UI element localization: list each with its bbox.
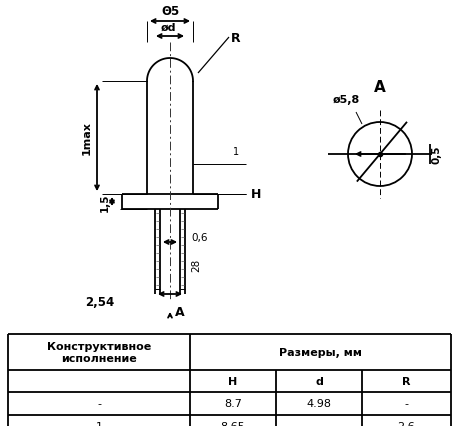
Text: 0,6: 0,6 <box>191 233 207 242</box>
Text: 1,5: 1,5 <box>100 193 110 211</box>
Text: 0,5: 0,5 <box>432 145 442 164</box>
Text: R: R <box>231 32 241 44</box>
Text: A: A <box>374 81 386 95</box>
Text: H: H <box>251 188 261 201</box>
Text: H: H <box>229 376 238 386</box>
Text: 2.6: 2.6 <box>397 421 415 426</box>
Text: 4.98: 4.98 <box>307 399 331 409</box>
Text: -: - <box>317 421 321 426</box>
Text: ød: ød <box>160 23 176 33</box>
Text: Размеры, мм: Размеры, мм <box>279 347 362 357</box>
Text: 1: 1 <box>233 147 239 157</box>
Text: 8.65: 8.65 <box>221 421 246 426</box>
Text: 1: 1 <box>95 421 102 426</box>
Text: A: A <box>175 306 185 319</box>
Text: -: - <box>404 399 409 409</box>
Text: -: - <box>97 399 101 409</box>
Text: 1max: 1max <box>82 121 92 155</box>
Text: Конструктивное
исполнение: Конструктивное исполнение <box>47 341 151 363</box>
Text: d: d <box>315 376 323 386</box>
Text: ø5,8: ø5,8 <box>332 95 359 105</box>
Text: R: R <box>402 376 411 386</box>
Text: 2,54: 2,54 <box>85 296 114 309</box>
Text: 8.7: 8.7 <box>224 399 242 409</box>
Text: Θ5: Θ5 <box>161 5 179 18</box>
Text: 28: 28 <box>191 258 201 271</box>
